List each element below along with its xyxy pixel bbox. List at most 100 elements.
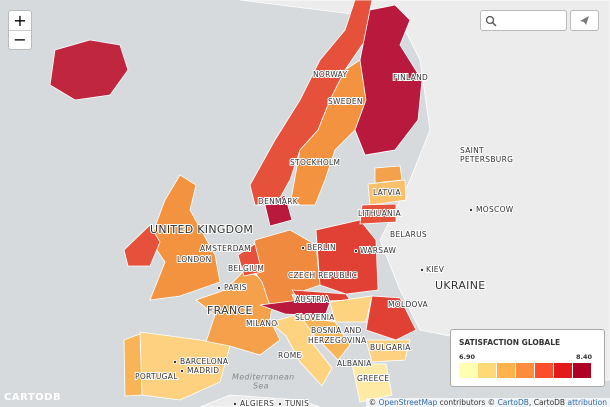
city-dot [179,368,184,373]
place-label: MILANO [246,319,277,328]
city-dot [298,353,303,358]
place-label: KIEV [426,265,445,274]
place-label: TUNIS [284,399,309,407]
city-dot [172,359,177,364]
legend-swatch [459,363,478,378]
place-label: LONDON [177,255,212,264]
city-dot [419,267,424,272]
place-label: AUSTRIA [295,295,330,304]
place-label: BERLIN [307,243,336,252]
city-dot [468,207,473,212]
place-label: BARCELONA [180,357,229,366]
country [269,313,333,387]
place-label: SLOVENIA [295,313,335,322]
legend-max: 8.40 [575,353,592,361]
city-dot [239,246,244,251]
legend-scale [459,363,592,378]
place-label: HERZEGOVINA [308,336,367,345]
country [365,339,411,363]
city-dot [274,321,279,326]
place-label: PORTUGAL [135,372,178,381]
city-dot [232,401,237,406]
city-dot [204,257,209,262]
country [123,333,143,397]
place-label: UNITED KINGDOM [150,223,253,236]
country [264,194,293,227]
country [315,219,379,295]
place-label: STOCKHOLM [290,158,340,167]
legend-min: 6.90 [459,353,476,361]
place-label: SWEDEN [328,97,363,106]
share-icon [580,16,589,25]
zoom-in[interactable]: + [9,11,31,31]
place-label: WARSAW [360,246,396,255]
city-dot [300,245,305,250]
place-label: BULGARIA [370,343,411,352]
place-label: BELGIUM [228,264,264,273]
place-label: FRANCE [207,304,253,317]
place-label: ALGIERS [240,399,274,407]
country [354,4,423,156]
place-label: GREECE [357,374,389,383]
place-label: NORWAY [313,70,347,79]
country [299,315,351,361]
sea-label: Mediterranean [232,373,295,382]
place-label: AMSTERDAM [200,244,251,253]
attribution-link[interactable]: attribution [567,398,607,407]
place-label: FINLAND [393,73,428,82]
place-label: ALBANIA [337,359,372,368]
legend-swatch [554,363,573,378]
city-dot [353,248,358,253]
country [49,39,129,101]
country [123,224,161,267]
legend-swatch [573,363,592,378]
country [195,269,281,356]
country [367,179,407,206]
legend-swatch [497,363,516,378]
share-button[interactable] [570,10,599,31]
city-dot [277,401,282,406]
attribution-text: contributors © [437,398,498,407]
sea-label: Sea [253,382,269,391]
attribution-link[interactable]: OpenStreetMap [378,398,438,407]
logo: CARTODB [4,392,62,403]
country [237,243,263,277]
attribution-text: , CartoDB [528,398,568,407]
country [329,295,373,323]
attribution-link[interactable]: CartoDB [497,398,529,407]
legend-swatch [516,363,535,378]
place-label: UKRAINE [435,279,486,292]
city-dot [216,285,221,290]
country [359,203,397,225]
place-label: SAINT [460,146,484,155]
place-label: DENMARK [258,197,299,206]
place-label: BELARUS [390,230,427,239]
search-icon [485,15,497,27]
place-label: PARIS [224,283,247,292]
legend-title: SATISFACTION GLOBALE [459,338,561,347]
country [351,363,393,403]
city-dot [335,160,340,165]
country [149,174,221,301]
place-label: MADRID [187,366,219,375]
place-label: CZECH REPUBLIC [288,271,357,280]
country [365,295,417,341]
land [239,0,610,381]
attribution-text: © [368,398,379,407]
country [259,299,331,317]
place-label: ROME [278,351,302,360]
place-label: MOLDOVA [388,300,429,309]
zoom-out[interactable]: − [13,30,27,49]
place-label: LITHUANIA [358,209,401,218]
search-box[interactable] [480,10,567,31]
place-label: PETERSBURG [460,155,513,164]
legend-swatch [535,363,554,378]
place-label: MOSCOW [476,205,514,214]
legend: SATISFACTION GLOBALE 6.90 8.40 [450,329,605,387]
legend-swatch [478,363,497,378]
zoom-control: + − [8,10,32,50]
place-label: LATVIA [373,188,401,197]
land [199,394,321,407]
